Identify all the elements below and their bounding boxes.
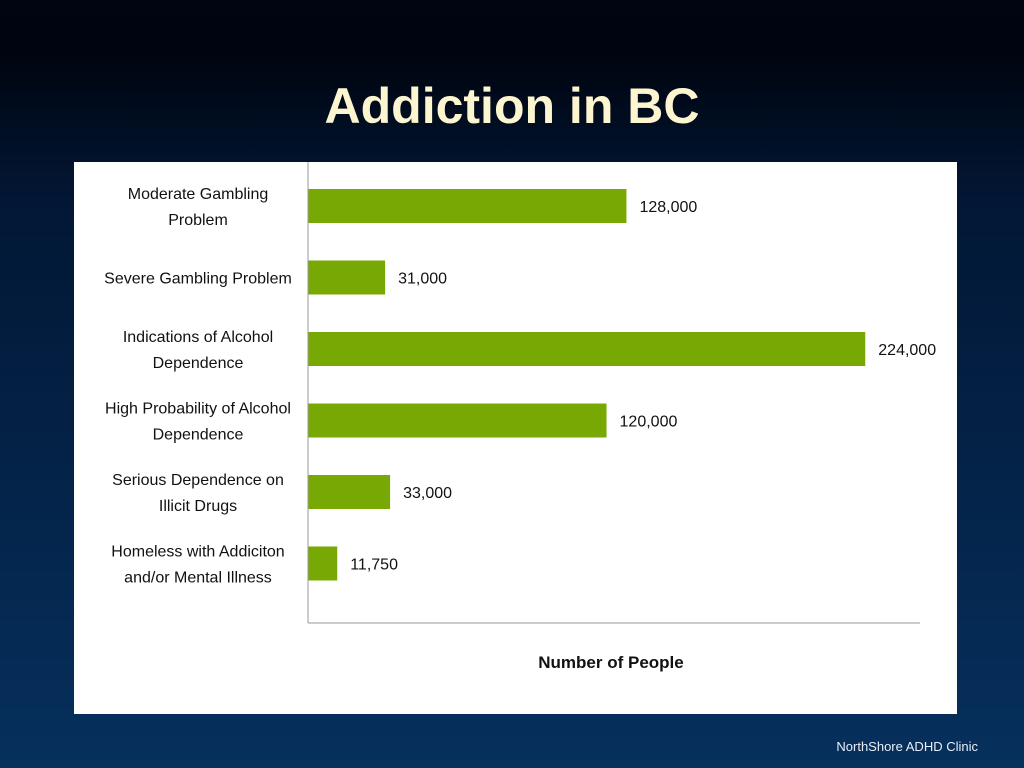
category-label-line: Indications of Alcohol	[123, 329, 273, 346]
bar-value-label: 11,750	[350, 557, 398, 574]
category-label-line: Illicit Drugs	[159, 498, 237, 515]
category-label-line: Homeless with Addiciton	[111, 544, 284, 561]
bars-group	[308, 189, 866, 581]
bar-chart: 128,00031,000224,000120,00033,00011,750 …	[104, 162, 936, 672]
bar-value-label: 33,000	[403, 485, 452, 502]
category-label: Moderate Gambling Problem	[128, 186, 269, 229]
category-label-line: Dependence	[153, 355, 244, 372]
footer-text: NorthShore ADHD Clinic	[836, 739, 978, 754]
category-label-line: Problem	[168, 212, 228, 229]
category-label: Indications of Alcohol Dependence	[123, 329, 273, 372]
category-label: High Probability of Alcohol Dependence	[105, 401, 291, 444]
x-axis-title: Number of People	[538, 653, 683, 672]
chart-panel: 128,000 31,000 224,000 120,000 33,000 11,750 …	[74, 162, 957, 714]
bar-4	[308, 475, 391, 509]
category-label: Severe Gambling Problem	[104, 271, 292, 288]
bar-5	[308, 546, 338, 581]
bar-1	[308, 260, 386, 295]
bar-value-label: 224,000	[878, 342, 936, 359]
bar-value-label: 120,000	[620, 414, 678, 431]
category-label: Serious Dependence on Illicit Drugs	[112, 472, 284, 515]
category-label-line: and/or Mental Illness	[124, 570, 272, 587]
bar-value-label: 128,000	[639, 199, 697, 216]
bar-value-label: 31,000	[398, 271, 447, 288]
slide-title: Addiction in BC	[324, 78, 700, 134]
category-label: Homeless with Addiciton and/or Mental Ill…	[111, 544, 284, 587]
category-label-line: High Probability of Alcohol	[105, 401, 291, 418]
category-labels-group: Moderate Gambling Problem Severe Gambling …	[104, 186, 292, 587]
category-label-line: Severe Gambling Problem	[104, 271, 292, 288]
bar-3	[308, 403, 607, 438]
category-label-line: Serious Dependence on	[112, 472, 284, 489]
bar-2	[308, 332, 866, 366]
value-labels-group: 128,000 31,000 224,000 120,000 33,000 11,750	[350, 199, 936, 574]
category-label-line: Moderate Gambling	[128, 186, 269, 203]
bar-0	[308, 189, 627, 223]
category-label-line: Dependence	[153, 427, 244, 444]
